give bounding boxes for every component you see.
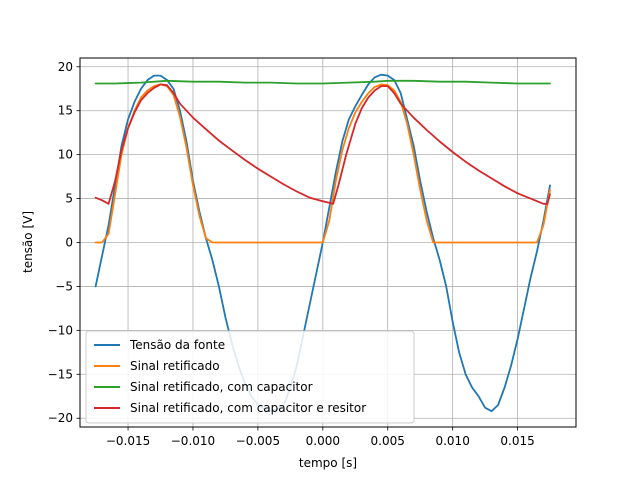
y-tick-label: −15 [48,367,73,381]
series-line-1 [94,83,551,244]
y-axis-label: tensão [V] [21,211,35,273]
y-tick-label: 10 [58,148,73,162]
y-tick-label: 0 [65,236,73,250]
y-tick-label: −5 [55,279,73,293]
x-tick-label: −0.005 [236,434,280,448]
y-tick-label: 15 [58,104,73,118]
y-ticks: −20 −15 −10 −5 0 5 10 15 20 [48,60,80,425]
y-tick-label: 20 [58,60,73,74]
x-tick-label: −0.015 [106,434,150,448]
legend-label: Sinal retificado, com capacitor [130,380,313,394]
y-tick-label: −10 [48,323,73,337]
legend-box [85,330,415,424]
legend-label: Sinal retificado, com capacitor e resito… [130,401,366,415]
x-tick-label: 0.000 [306,434,340,448]
x-ticks: −0.015 −0.010 −0.005 0.000 0.005 0.010 0.015 [106,427,535,448]
x-tick-label: −0.010 [171,434,215,448]
x-axis-label: tempo [s] [299,456,357,470]
y-tick-label: −20 [48,411,73,425]
legend-label: Sinal retificado [130,359,220,373]
x-tick-label: 0.005 [371,434,405,448]
series-line-3 [94,83,551,205]
legend-label: Tensão da fonte [129,338,225,352]
series-line-2 [94,79,551,85]
x-tick-label: 0.010 [435,434,469,448]
series-group [94,73,551,413]
x-tick-label: 0.015 [500,434,534,448]
legend: Tensão da fonte Sinal retificado Sinal ret… [85,330,415,424]
y-tick-label: 5 [65,192,73,206]
